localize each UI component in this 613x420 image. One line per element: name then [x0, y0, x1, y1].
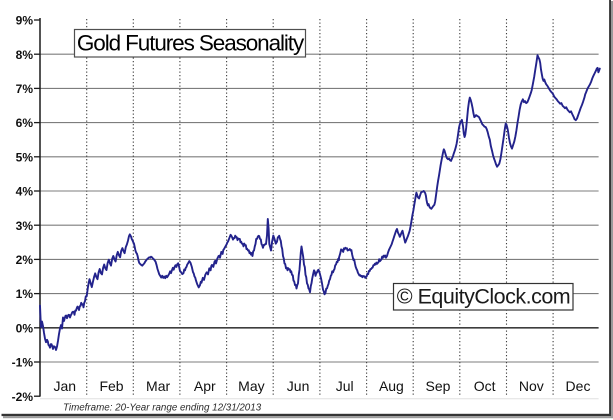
svg-text:7%: 7% [16, 82, 34, 96]
svg-text:1%: 1% [16, 287, 34, 301]
svg-text:Dec: Dec [566, 378, 591, 394]
svg-text:Timeframe: 20-Year range endin: Timeframe: 20-Year range ending 12/31/20… [63, 402, 262, 413]
svg-text:Jan: Jan [54, 378, 77, 394]
svg-text:Feb: Feb [99, 378, 123, 394]
svg-text:-1%: -1% [12, 356, 34, 370]
svg-text:Sep: Sep [426, 378, 451, 394]
svg-text:Mar: Mar [146, 378, 170, 394]
svg-text:Jul: Jul [336, 378, 354, 394]
svg-text:May: May [238, 378, 264, 394]
svg-text:Nov: Nov [519, 378, 544, 394]
svg-text:2%: 2% [16, 253, 34, 267]
svg-text:Aug: Aug [379, 378, 404, 394]
svg-text:3%: 3% [16, 219, 34, 233]
svg-text:5%: 5% [16, 150, 34, 164]
svg-text:0%: 0% [16, 321, 34, 335]
svg-text:9%: 9% [16, 14, 34, 28]
svg-text:-2%: -2% [12, 390, 34, 404]
svg-text:4%: 4% [16, 185, 34, 199]
svg-text:© EquityClock.com: © EquityClock.com [397, 285, 570, 309]
svg-text:Jun: Jun [287, 378, 310, 394]
svg-text:Gold Futures Seasonality: Gold Futures Seasonality [77, 31, 305, 56]
svg-text:8%: 8% [16, 48, 34, 62]
svg-text:6%: 6% [16, 116, 34, 130]
svg-text:Oct: Oct [474, 378, 496, 394]
svg-text:Apr: Apr [194, 378, 216, 394]
